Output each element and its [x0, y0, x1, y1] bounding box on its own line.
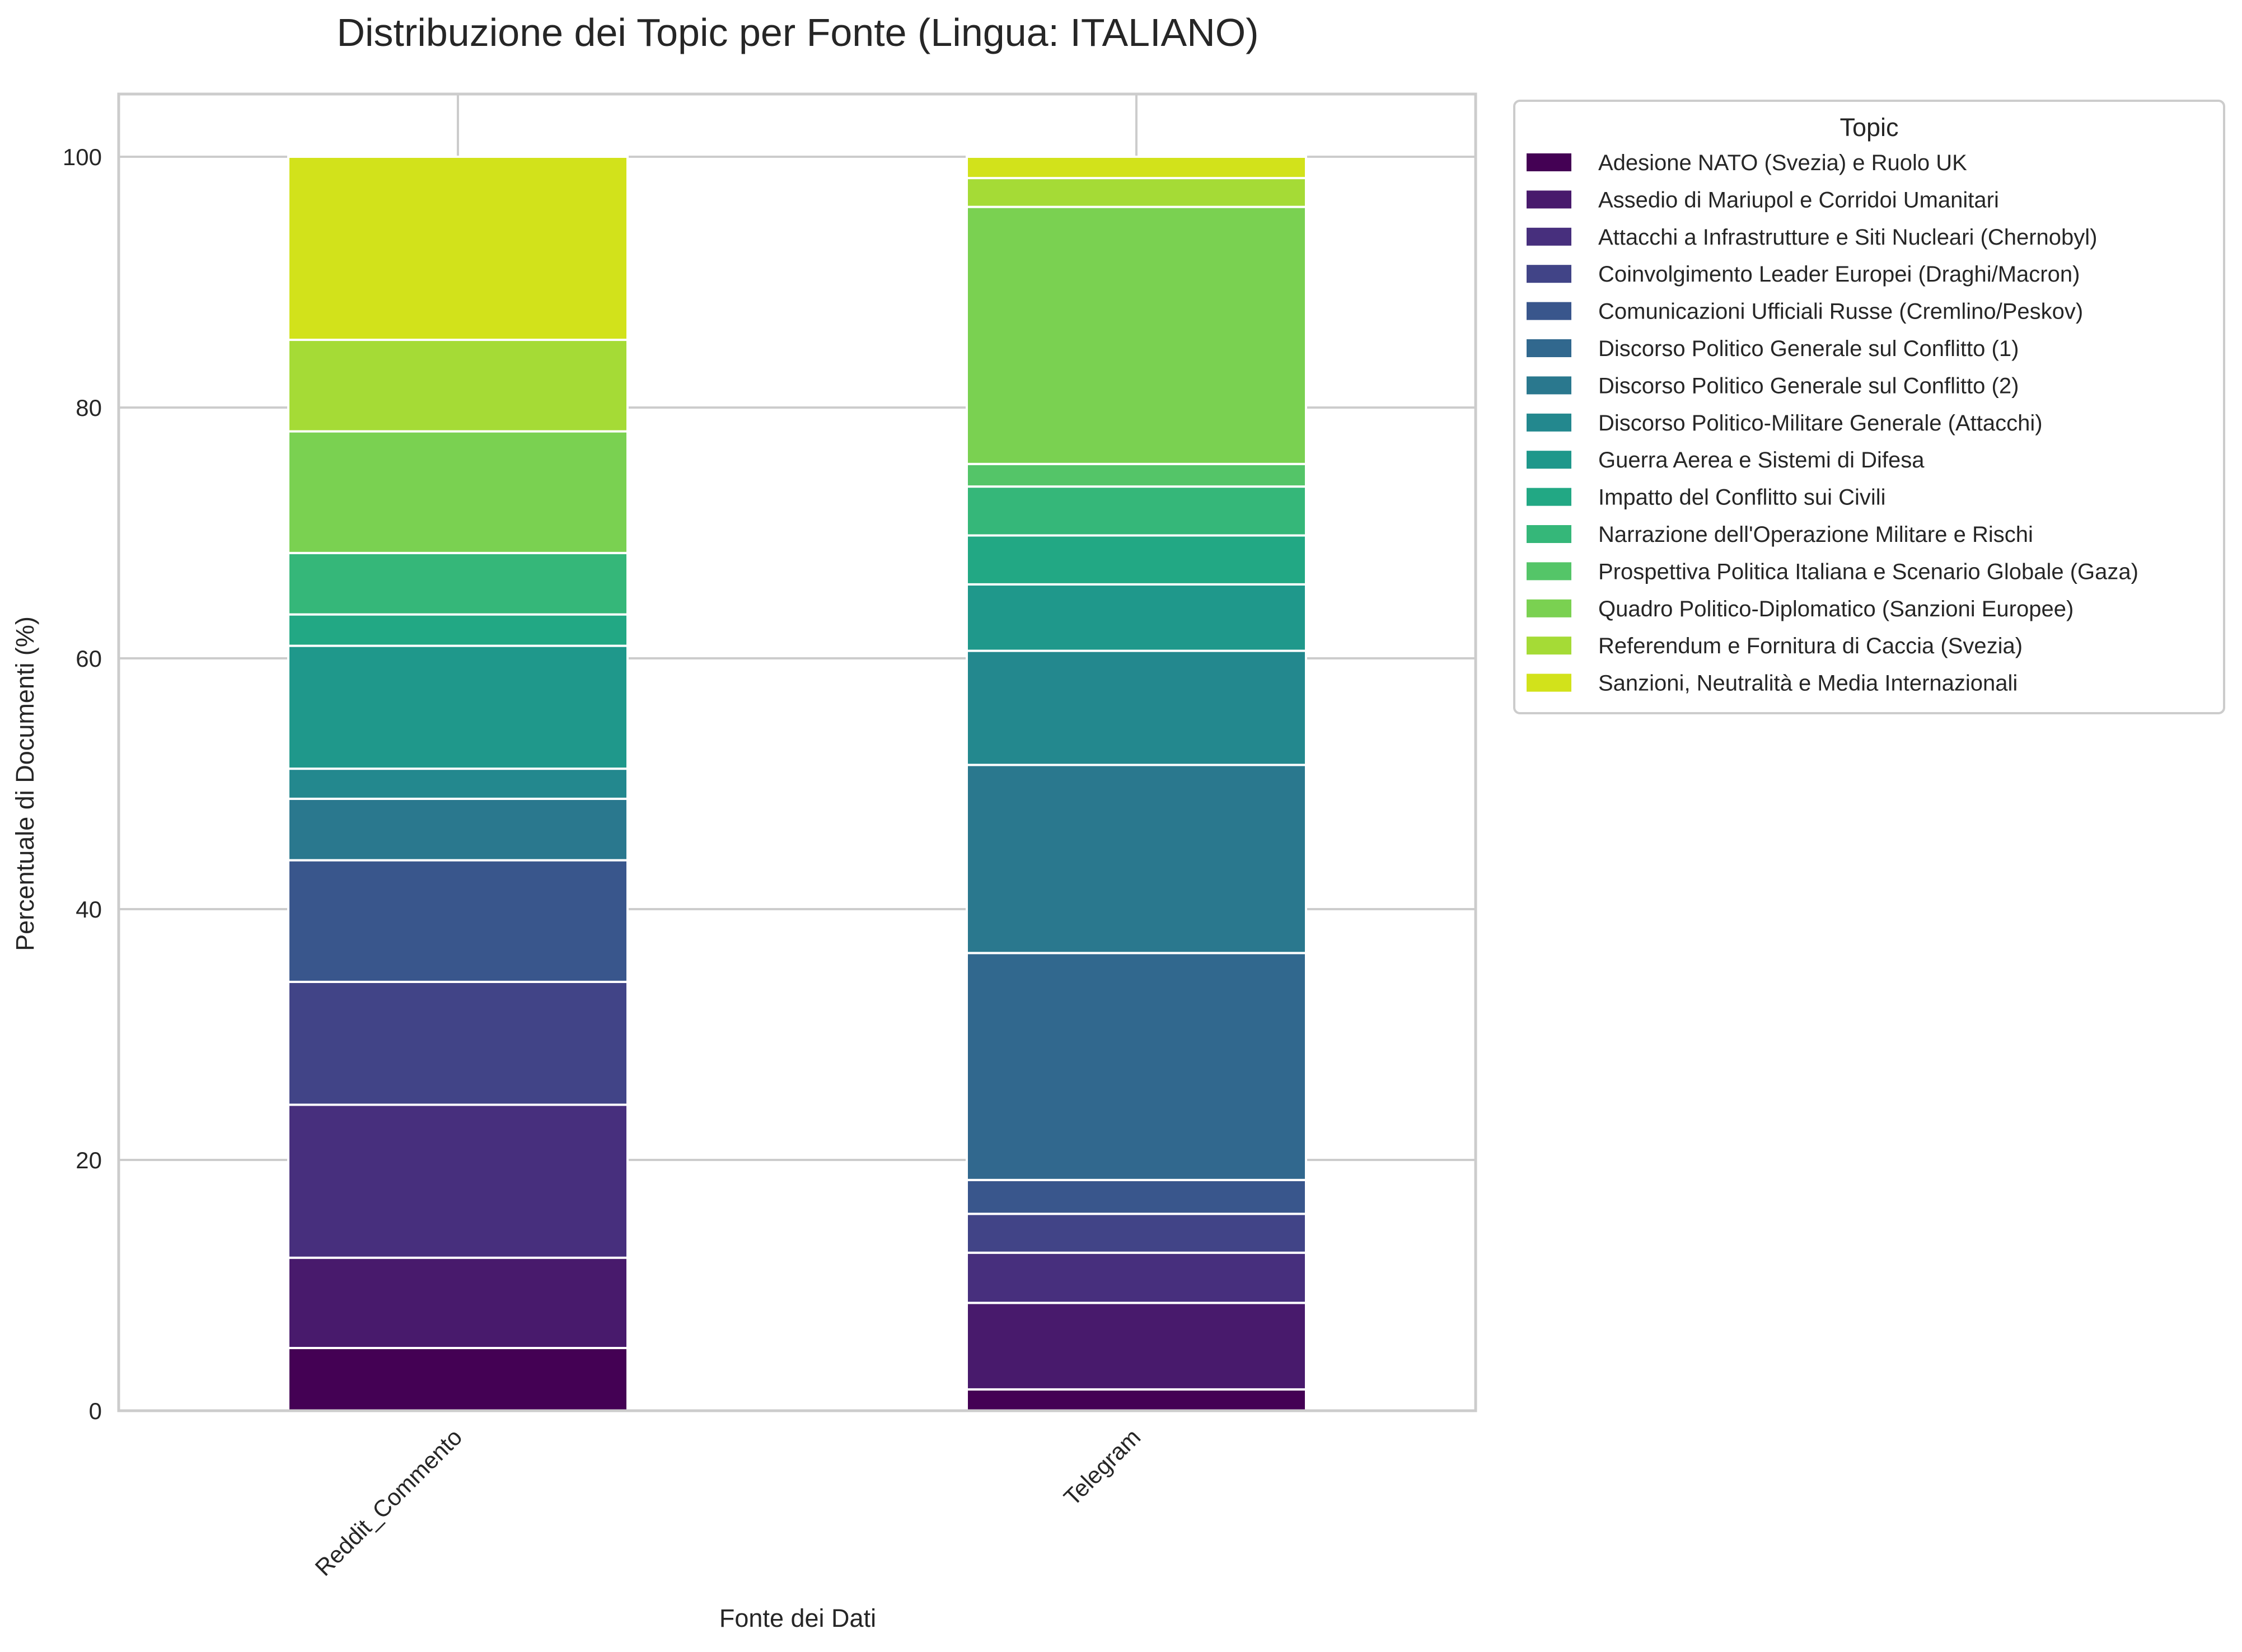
legend-swatch — [1527, 562, 1571, 581]
x-tick-labels: Reddit_Commento Telegram — [310, 1424, 1146, 1581]
bar-segment — [287, 156, 629, 341]
bar-segment — [966, 1178, 1307, 1215]
y-tick-label: 0 — [89, 1398, 102, 1424]
bar-segment — [287, 980, 629, 1106]
bar-segment — [966, 462, 1307, 488]
legend-entry-label: Adesione NATO (Svezia) e Ruolo UK — [1598, 151, 1967, 175]
bar-segment — [966, 156, 1307, 180]
legend-entry-label: Discorso Politico-Militare Generale (Att… — [1598, 411, 2043, 436]
bar-segment — [287, 859, 629, 983]
x-tick-label: Reddit_Commento — [310, 1424, 467, 1581]
y-tick-label: 20 — [76, 1147, 102, 1173]
legend-entry-label: Discorso Politico Generale sul Conflitto… — [1598, 336, 2019, 361]
bar-segment — [966, 485, 1307, 537]
chart-title: Distribuzione dei Topic per Fonte (Lingu… — [336, 11, 1258, 54]
bar-segment — [966, 1302, 1307, 1391]
legend-title: Topic — [1840, 113, 1898, 142]
y-tick-labels: 0 20 40 60 80 100 — [63, 144, 102, 1424]
bar-segment — [287, 797, 629, 862]
legend-swatch — [1527, 190, 1571, 209]
legend-entry-label: Impatto del Conflitto sui Civili — [1598, 485, 1886, 510]
bar-segment — [966, 1251, 1307, 1304]
bar-segment — [287, 551, 629, 616]
legend-swatch — [1527, 637, 1571, 655]
legend-frame — [1513, 100, 2225, 714]
bar-segment — [287, 1103, 629, 1259]
legend-entry-label: Prospettiva Politica Italiana e Scenario… — [1598, 559, 2138, 584]
legend: Topic Adesione NATO (Svezia) e Ruolo UKA… — [1513, 100, 2225, 714]
legend-swatch — [1527, 302, 1571, 320]
y-tick-label: 80 — [76, 395, 102, 421]
plot-frame — [117, 92, 1477, 1412]
legend-swatch — [1527, 451, 1571, 469]
bar-segment — [287, 1256, 629, 1349]
bar-segment — [966, 205, 1307, 465]
legend-entry-label: Coinvolgimento Leader Europei (Draghi/Ma… — [1598, 262, 2080, 287]
legend-entry-label: Sanzioni, Neutralità e Media Internazion… — [1598, 671, 2018, 696]
legend-swatch — [1527, 227, 1571, 246]
legend-entry-label: Attacchi a Infrastrutture e Siti Nuclear… — [1598, 225, 2097, 250]
legend-swatch — [1527, 673, 1571, 692]
legend-items: Adesione NATO (Svezia) e Ruolo UK Assedio… — [1527, 151, 2138, 696]
legend-entry-label: Comunicazioni Ufficiali Russe (Cremlino/… — [1598, 299, 2083, 324]
legend-swatch — [1527, 599, 1571, 617]
bar-segment — [966, 177, 1307, 208]
legend-entry-label: Referendum e Fornitura di Caccia (Svezia… — [1598, 634, 2023, 658]
bar-segment — [287, 1347, 629, 1412]
legend-swatch — [1527, 525, 1571, 543]
bar-segment — [287, 767, 629, 800]
legend-swatch — [1527, 153, 1571, 171]
bar-segment — [966, 583, 1307, 652]
bar-segment — [966, 534, 1307, 586]
bars — [287, 156, 1307, 1412]
bar-segment — [287, 644, 629, 770]
legend-entry-label: Assedio di Mariupol e Corridoi Umanitari — [1598, 188, 1999, 212]
bar-segment — [966, 1213, 1307, 1254]
legend-entry-label: Narrazione dell'Operazione Militare e Ri… — [1598, 522, 2033, 547]
bar-segment — [966, 952, 1307, 1181]
legend-entry-label: Quadro Politico-Diplomatico (Sanzioni Eu… — [1598, 597, 2074, 621]
bar-segment — [287, 613, 629, 647]
x-tick-label: Telegram — [1059, 1424, 1145, 1510]
bar-segment — [966, 649, 1307, 766]
legend-entry-label: Guerra Aerea e Sistemi di Difesa — [1598, 448, 1925, 472]
legend-swatch — [1527, 265, 1571, 283]
y-tick-label: 100 — [63, 144, 102, 170]
y-tick-label: 60 — [76, 645, 102, 672]
bar-segment — [966, 764, 1307, 954]
bar-segment — [287, 339, 629, 433]
bar-segment — [287, 430, 629, 554]
y-axis-label: Percentuale di Documenti (%) — [11, 616, 39, 951]
x-axis-label: Fonte dei Dati — [719, 1604, 876, 1632]
y-tick-label: 40 — [76, 896, 102, 923]
legend-entry-label: Discorso Politico Generale sul Conflitto… — [1598, 373, 2019, 398]
bar-segment — [966, 1388, 1307, 1412]
legend-swatch — [1527, 413, 1571, 432]
legend-swatch — [1527, 376, 1571, 395]
legend-swatch — [1527, 339, 1571, 357]
legend-swatch — [1527, 488, 1571, 506]
